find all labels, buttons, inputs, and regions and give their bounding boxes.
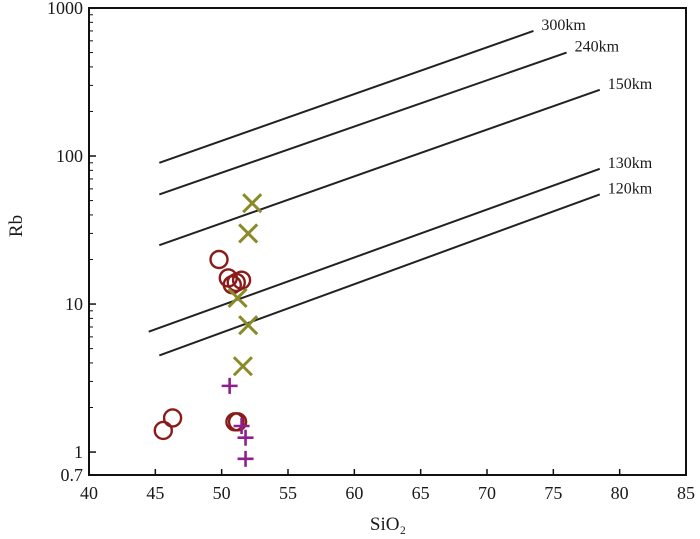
x-tick-label: 65 — [412, 483, 430, 503]
cross-point — [238, 315, 259, 336]
y-axis-title: Rb — [6, 215, 27, 237]
y-tick-label: 1 — [74, 442, 83, 462]
cross-stroke — [227, 287, 248, 308]
cross-stroke — [232, 356, 253, 377]
axis-ticks: 40 45 50 55 60 65 70 75 80 85 0.7 1 10 100 1000 — [47, 0, 695, 503]
depth-lines: 300km 240km 150km 130km 120km — [148, 17, 653, 357]
cross-point — [238, 223, 259, 244]
circle-point — [227, 412, 248, 432]
plot-frame — [88, 7, 687, 476]
x-axis-title: SiO₂ — [370, 514, 406, 535]
plot-border — [88, 7, 687, 476]
depth-line-label: 120km — [608, 180, 653, 197]
cross-stroke — [238, 223, 259, 244]
plus-point — [221, 377, 238, 394]
cross-stroke — [242, 193, 263, 214]
cross-point — [232, 356, 253, 377]
x-tick-label: 45 — [146, 483, 164, 503]
circle-point — [231, 270, 252, 290]
plus-point — [237, 429, 254, 446]
depth-line — [158, 88, 601, 247]
x-tick-label: 50 — [213, 483, 231, 503]
depth-line — [158, 51, 567, 196]
plus-point — [233, 418, 250, 435]
depth-line — [158, 29, 534, 164]
x-tick-label: 60 — [345, 483, 363, 503]
x-tick-label: 40 — [80, 483, 98, 503]
depth-line-label: 150km — [608, 76, 653, 93]
depth-line — [158, 193, 601, 357]
cross-point — [242, 193, 263, 214]
circle-point — [209, 249, 229, 270]
circle-point — [153, 420, 173, 441]
y-tick-label: 10 — [65, 294, 83, 314]
y-tick-label: 0.7 — [61, 465, 84, 485]
x-tick-label: 80 — [611, 483, 629, 503]
y-tick-label: 1000 — [47, 0, 83, 18]
y-tick-label: 100 — [56, 146, 83, 166]
circle-point — [162, 408, 183, 428]
x-tick-label: 85 — [677, 483, 695, 503]
depth-line-label: 240km — [575, 39, 620, 56]
cross-point — [227, 287, 248, 308]
x-tick-label: 55 — [279, 483, 297, 503]
depth-line-label: 130km — [608, 155, 653, 172]
x-tick-label: 70 — [478, 483, 496, 503]
data-points — [153, 193, 263, 467]
depth-line — [148, 167, 601, 333]
x-tick-label: 75 — [544, 483, 562, 503]
cross-stroke — [238, 315, 259, 336]
plus-point — [237, 450, 254, 467]
depth-line-label: 300km — [541, 17, 586, 34]
